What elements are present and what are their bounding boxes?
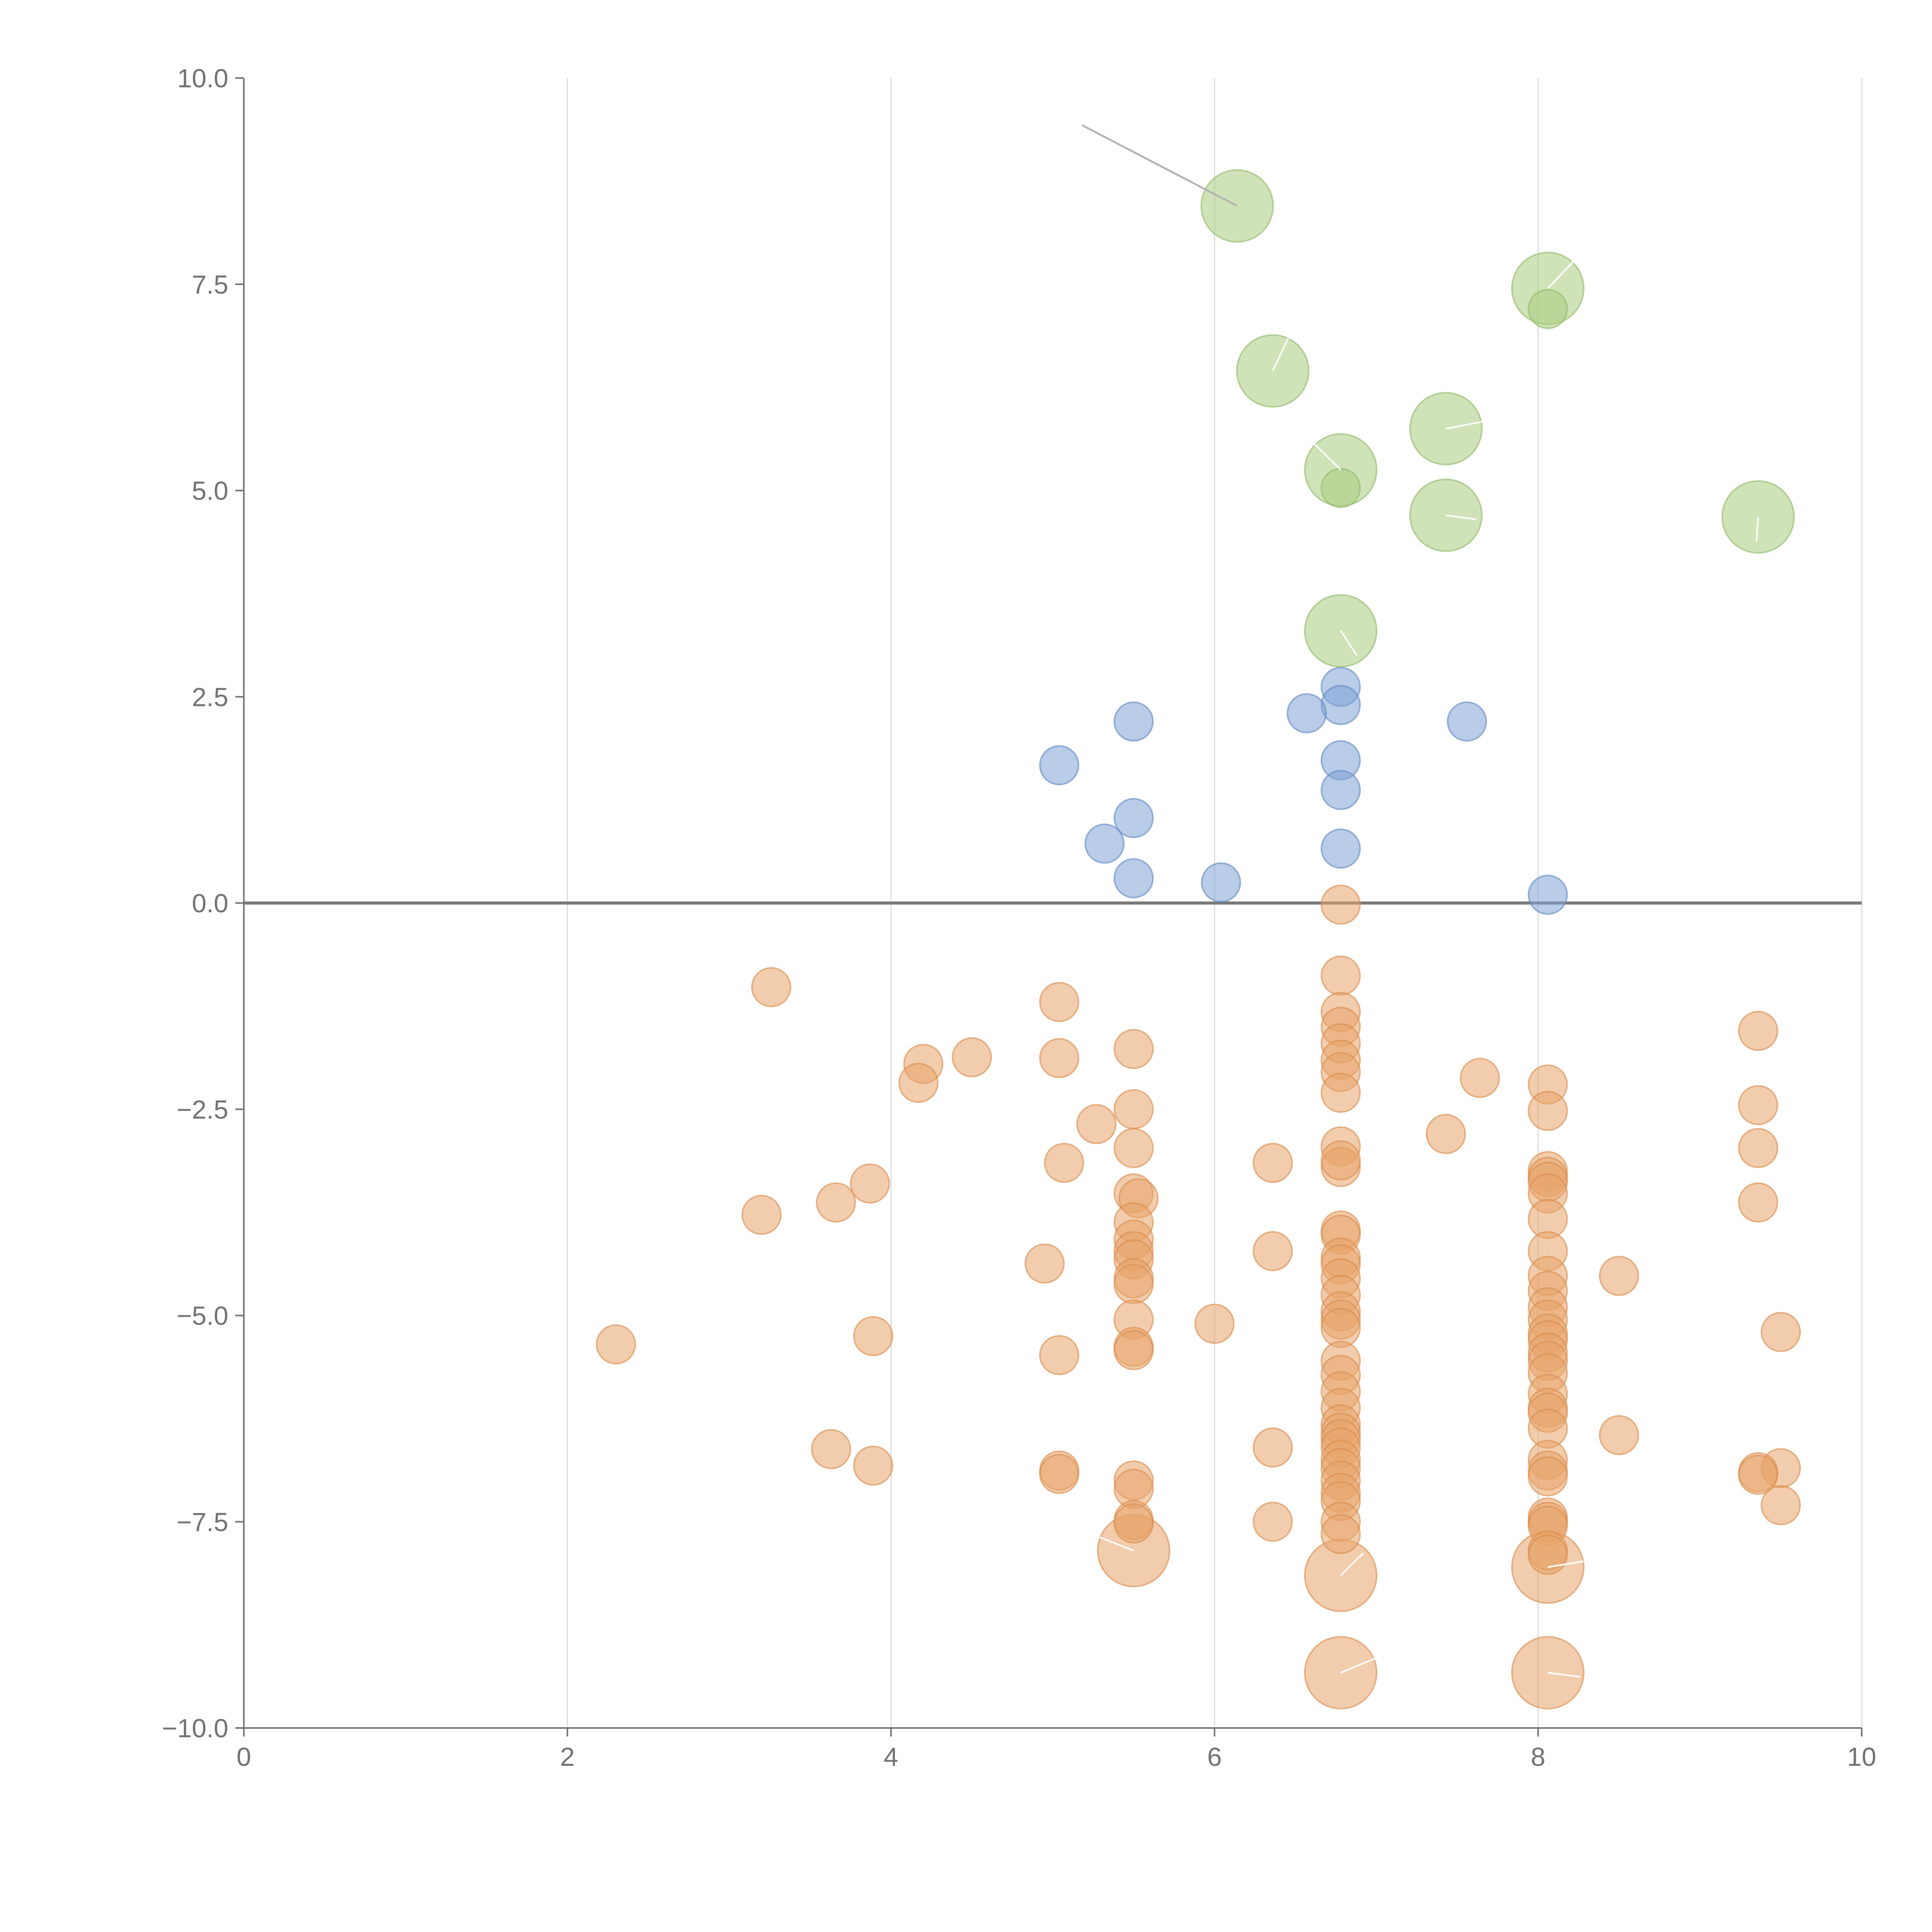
data-point-blue — [1286, 693, 1327, 733]
data-point-orange — [1738, 1454, 1779, 1495]
x-tick-label: 8 — [1531, 1742, 1546, 1772]
y-tick-label: −10.0 — [162, 1714, 228, 1743]
data-point-orange — [1252, 1502, 1293, 1542]
data-point-orange — [1252, 1427, 1293, 1468]
data-point-orange — [1076, 1104, 1117, 1145]
data-point-orange — [1113, 1330, 1154, 1371]
data-point-orange-large — [1511, 1636, 1585, 1709]
y-tick-label: −7.5 — [177, 1507, 228, 1537]
data-point-blue — [1113, 798, 1154, 838]
data-point-orange — [1252, 1231, 1293, 1271]
data-point-blue — [1447, 701, 1487, 742]
data-point-orange — [1113, 1503, 1154, 1544]
annotation-leader-line — [1755, 517, 1759, 542]
y-tick-label: 5.0 — [192, 476, 228, 506]
annotation-leader-line — [1340, 1552, 1364, 1576]
data-point-orange — [1599, 1415, 1639, 1456]
data-point-blue — [1320, 770, 1361, 810]
data-point-orange — [816, 1182, 856, 1223]
data-point-orange — [1738, 1010, 1779, 1051]
annotation-leader-line — [1081, 124, 1238, 207]
data-point-orange — [751, 967, 791, 1007]
data-point-orange — [596, 1324, 636, 1365]
data-point-orange — [1599, 1256, 1639, 1296]
data-point-orange — [1320, 1514, 1361, 1554]
data-point-blue — [1084, 823, 1125, 864]
x-tick-label: 0 — [236, 1742, 251, 1772]
annotation-leader-line — [1548, 1672, 1580, 1678]
data-point-orange — [1039, 1038, 1080, 1078]
data-point-orange — [1320, 955, 1361, 996]
data-point-orange — [898, 1063, 939, 1103]
x-tick-label: 10 — [1847, 1742, 1876, 1772]
y-tick-label: 0.0 — [192, 889, 228, 918]
data-point-orange — [1320, 1073, 1361, 1113]
data-point-orange — [1039, 982, 1080, 1022]
data-point-orange — [1039, 1454, 1080, 1494]
annotation-leader-line — [1311, 440, 1342, 471]
data-point-orange — [952, 1037, 992, 1078]
data-point-orange — [1113, 1029, 1154, 1069]
y-tick-label: −2.5 — [177, 1095, 228, 1124]
data-point-orange — [1320, 884, 1361, 925]
data-point-orange — [1760, 1485, 1801, 1526]
data-point-orange — [1738, 1085, 1779, 1126]
annotation-leader-line — [1340, 630, 1358, 656]
data-point-blue — [1320, 685, 1361, 725]
data-point-blue — [1039, 745, 1080, 786]
data-point-orange — [1044, 1143, 1084, 1183]
data-point-green-small — [1527, 289, 1568, 329]
data-point-blue — [1527, 874, 1568, 915]
data-point-orange — [853, 1446, 893, 1486]
data-point-green-small — [1320, 468, 1361, 509]
data-point-green-large — [1236, 334, 1310, 408]
data-point-orange — [1738, 1128, 1779, 1168]
data-point-orange — [1252, 1143, 1293, 1183]
data-point-orange — [1024, 1243, 1065, 1284]
annotation-leader-line — [1446, 514, 1477, 520]
annotation-leader-line — [1098, 1536, 1134, 1551]
data-point-orange — [1527, 1534, 1568, 1575]
data-point-orange — [850, 1163, 890, 1204]
data-point-orange — [1194, 1303, 1235, 1344]
x-tick-label: 6 — [1207, 1742, 1222, 1772]
data-point-blue — [1320, 828, 1361, 869]
x-tick-label: 2 — [560, 1742, 575, 1772]
annotation-leader-line — [1547, 260, 1575, 289]
annotation-leaders — [1081, 124, 1759, 1678]
y-tick-label: 2.5 — [192, 682, 228, 712]
y-tick-label: 7.5 — [192, 270, 228, 299]
data-point-orange — [1760, 1312, 1801, 1352]
data-point-orange — [1738, 1182, 1779, 1223]
x-tick-label: 4 — [884, 1742, 898, 1772]
y-tick-label: 10.0 — [177, 64, 228, 93]
data-points — [596, 169, 1801, 1709]
data-point-orange — [741, 1195, 782, 1235]
data-point-orange — [1425, 1114, 1466, 1154]
data-point-blue — [1113, 701, 1154, 742]
annotation-leader-line — [1446, 418, 1498, 430]
annotation-leader-line — [1548, 1560, 1584, 1568]
data-point-orange — [853, 1316, 893, 1356]
data-point-orange — [1320, 1140, 1361, 1181]
y-tick-label: −5.0 — [177, 1301, 228, 1331]
data-point-orange — [1039, 1335, 1080, 1375]
data-point-orange — [1113, 1264, 1154, 1304]
data-point-orange — [1459, 1058, 1500, 1098]
annotation-leader-line — [1340, 1657, 1377, 1673]
annotation-leader-line — [1272, 329, 1293, 371]
data-point-orange — [1113, 1128, 1154, 1168]
data-point-blue — [1201, 862, 1241, 903]
data-point-orange — [1113, 1089, 1154, 1129]
data-point-blue — [1113, 858, 1154, 898]
axes: 0 2 4 6 8 10 10.0 7.5 5.0 2.5 0.0 −2.5 −5.0 −7.5 −10.0 — [162, 64, 1876, 1772]
data-point-orange — [811, 1429, 851, 1469]
data-point-orange — [1527, 1456, 1568, 1497]
data-point-orange — [1527, 1091, 1568, 1131]
